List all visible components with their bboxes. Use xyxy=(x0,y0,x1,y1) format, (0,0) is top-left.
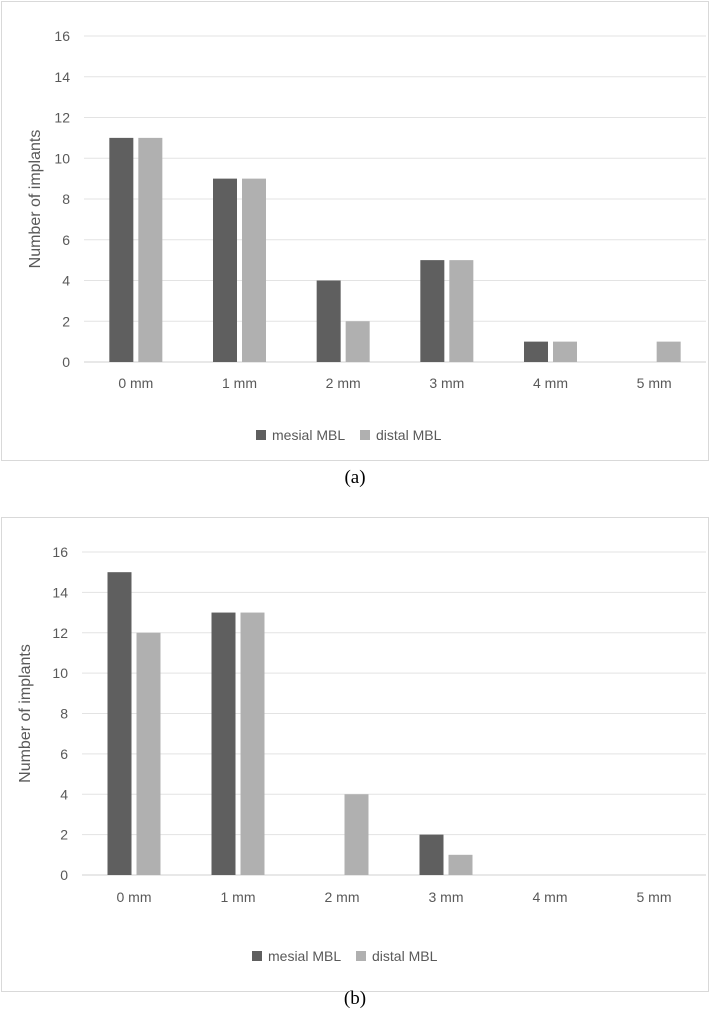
bar-mesial xyxy=(213,178,237,362)
y-tick-label: 2 xyxy=(62,313,70,329)
x-tick-label: 3 mm xyxy=(429,375,464,391)
x-tick-label: 0 mm xyxy=(118,375,153,391)
y-tick-label: 0 xyxy=(62,354,70,370)
bar-chart-b: 0 2 4 6 8 10 12 14 16 Number of implants 0 mm 1 mm 2… xyxy=(17,544,706,964)
bar-mesial xyxy=(316,280,341,362)
legend-swatch xyxy=(256,430,266,440)
y-tick-label: 12 xyxy=(52,625,68,641)
y-tick-label: 4 xyxy=(62,273,70,289)
x-tick-label: 4 mm xyxy=(533,889,568,905)
y-tick-label: 0 xyxy=(60,867,68,883)
y-tick-label: 8 xyxy=(60,706,68,722)
x-tick-label: 2 mm xyxy=(325,889,360,905)
y-tick-label: 6 xyxy=(62,232,70,248)
bar-distal xyxy=(240,612,265,875)
legend-swatch xyxy=(356,951,366,961)
x-tick-label: 5 mm xyxy=(637,889,672,905)
legend-label: mesial MBL xyxy=(268,948,341,964)
bar-mesial xyxy=(211,612,236,875)
y-tick-label: 10 xyxy=(54,150,70,166)
y-axis-label: Number of implants xyxy=(27,130,44,269)
chart-panel-a: 0 2 4 6 8 10 12 14 16 Number of implants 0 mm 1 mm 2… xyxy=(1,1,709,461)
caption-b: (b) xyxy=(343,988,367,1009)
y-tick-label: 14 xyxy=(54,69,70,85)
y-tick-label: 12 xyxy=(54,110,70,126)
y-tick-label: 16 xyxy=(52,544,68,560)
legend-label: distal MBL xyxy=(376,427,442,443)
bar-mesial xyxy=(107,572,132,875)
caption-a: (a) xyxy=(344,467,366,488)
x-tick-label: 0 mm xyxy=(117,889,152,905)
bar-distal xyxy=(345,321,370,362)
legend-label: mesial MBL xyxy=(272,427,345,443)
x-tick-label: 1 mm xyxy=(221,889,256,905)
y-tick-label: 2 xyxy=(60,827,68,843)
legend-label: distal MBL xyxy=(372,948,438,964)
y-tick-label: 16 xyxy=(54,28,70,44)
y-tick-label: 6 xyxy=(60,746,68,762)
bar-mesial xyxy=(109,137,134,362)
y-tick-label: 8 xyxy=(62,191,70,207)
bar-distal xyxy=(448,854,473,875)
x-tick-label: 1 mm xyxy=(222,375,257,391)
x-tick-label: 4 mm xyxy=(533,375,568,391)
legend-swatch xyxy=(360,430,370,440)
bar-distal xyxy=(344,794,369,875)
bar-distal xyxy=(242,178,266,362)
legend-swatch xyxy=(252,951,262,961)
bar-mesial xyxy=(419,834,444,875)
x-tick-label: 5 mm xyxy=(637,375,672,391)
bar-distal xyxy=(138,137,163,362)
bar-mesial xyxy=(524,341,548,362)
bar-distal xyxy=(656,341,681,362)
bar-mesial xyxy=(420,260,445,362)
y-tick-label: 14 xyxy=(52,584,68,600)
y-axis-label: Number of implants xyxy=(17,644,34,783)
bar-distal xyxy=(136,632,161,875)
x-tick-label: 3 mm xyxy=(429,889,464,905)
bar-chart-a: 0 2 4 6 8 10 12 14 16 Number of implants 0 mm 1 mm 2… xyxy=(27,28,706,443)
bar-distal xyxy=(449,260,474,362)
y-tick-label: 4 xyxy=(60,786,68,802)
chart-panel-b: 0 2 4 6 8 10 12 14 16 Number of implants 0 mm 1 mm 2… xyxy=(1,517,709,992)
bar-distal xyxy=(553,341,577,362)
x-tick-label: 2 mm xyxy=(326,375,361,391)
y-tick-label: 10 xyxy=(52,665,68,681)
